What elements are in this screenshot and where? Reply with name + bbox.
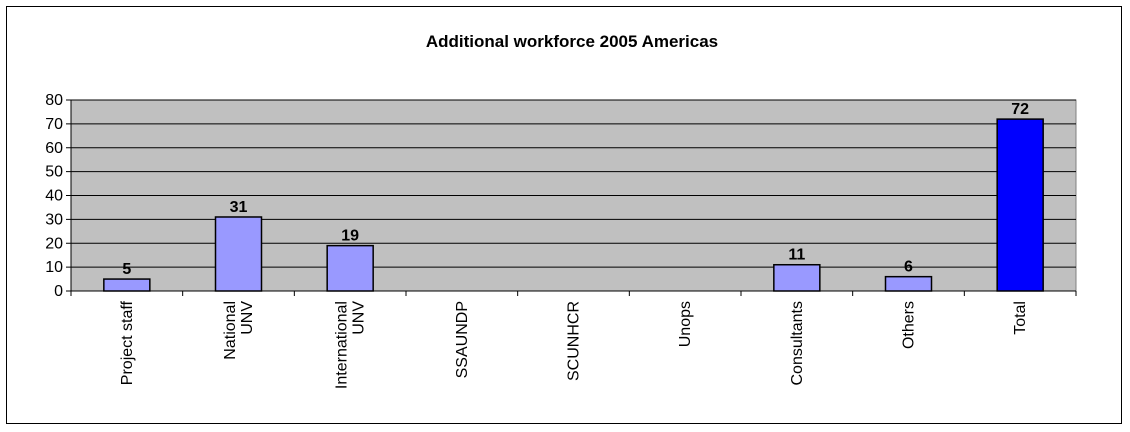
- y-tick-label: 60: [45, 140, 63, 157]
- data-label: 6: [904, 259, 913, 276]
- bar: [884, 275, 933, 292]
- chart-title: Additional workforce 2005 Americas: [426, 32, 718, 51]
- data-label: 19: [341, 228, 359, 245]
- x-tick-label: Total: [1012, 301, 1029, 335]
- data-label: 11: [788, 247, 805, 264]
- y-tick-label: 20: [45, 235, 63, 252]
- bar: [996, 118, 1044, 292]
- y-tick-label: 80: [45, 92, 63, 109]
- bar: [326, 244, 374, 292]
- bar: [773, 263, 821, 292]
- y-tick-label: 30: [45, 211, 63, 228]
- y-tick-label: 40: [45, 188, 63, 205]
- y-tick-label: 70: [45, 116, 63, 133]
- y-tick-label: 50: [45, 164, 63, 181]
- x-tick-label: Unops: [677, 301, 694, 347]
- x-tick-label: National: [222, 301, 239, 360]
- x-tick-label: Project staff: [119, 300, 136, 385]
- data-label: 5: [122, 261, 131, 278]
- data-label: 31: [230, 199, 248, 216]
- bar: [103, 278, 151, 292]
- y-tick-label: 10: [45, 259, 63, 276]
- data-label: 72: [1011, 101, 1029, 118]
- bar-chart: Additional workforce 2005 Americas 0 10 20…: [45, 32, 1077, 389]
- plot-area: 0 10 20 30 40 50 60 70 80 5 Project staff 31 Nationa…: [45, 92, 1077, 389]
- x-tick-label: Consultants: [789, 301, 806, 386]
- x-tick-label: International: [334, 301, 351, 389]
- chart-frame: Additional workforce 2005 Americas 0 10 20…: [6, 6, 1122, 424]
- x-tick-label: Others: [901, 301, 918, 349]
- x-tick-label: UNV: [351, 301, 368, 335]
- y-tick-label: 0: [54, 283, 63, 300]
- x-tick-label: UNV: [239, 301, 256, 335]
- x-tick-label: SSAUNDP: [454, 301, 471, 378]
- bar: [214, 216, 263, 292]
- x-tick-label: SCUNHCR: [566, 301, 583, 381]
